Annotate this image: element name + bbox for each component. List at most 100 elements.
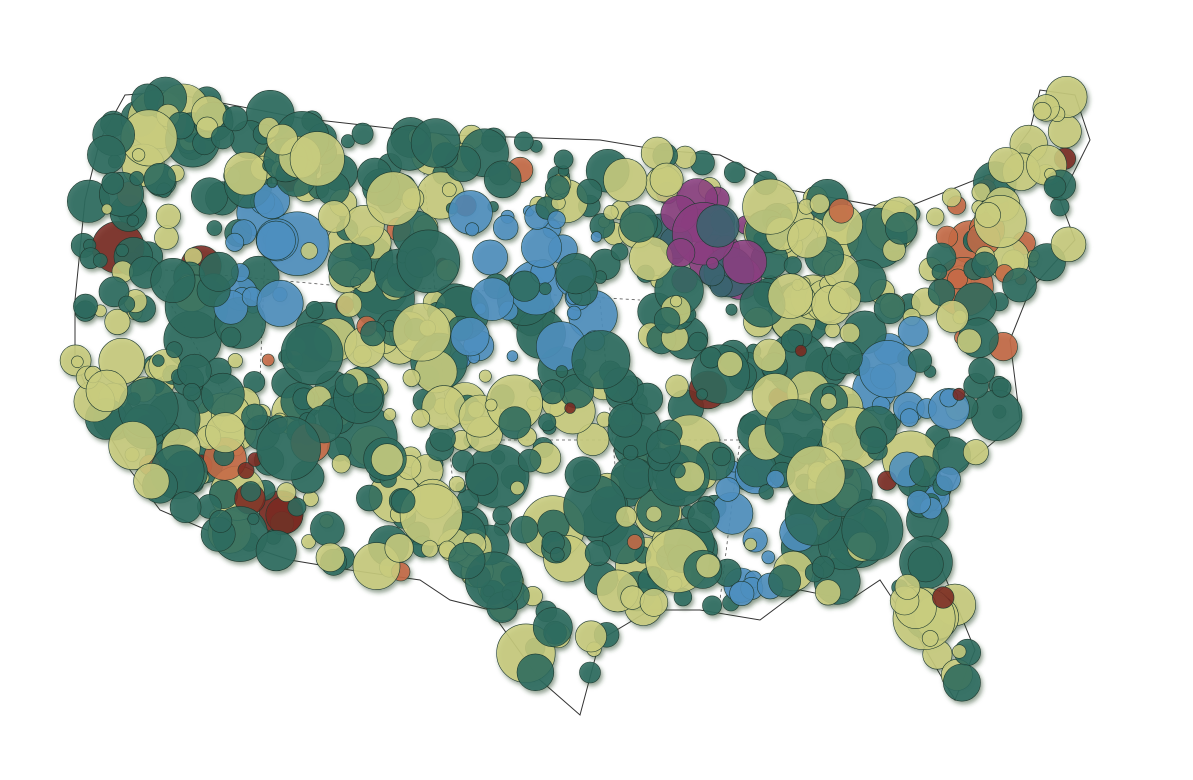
circle: [472, 239, 508, 276]
circle: [360, 320, 386, 347]
circle: [988, 147, 1025, 184]
circle: [936, 300, 969, 333]
circle: [742, 178, 799, 235]
circle: [334, 373, 359, 397]
circle: [402, 368, 421, 387]
circle: [590, 231, 603, 243]
circle: [383, 408, 397, 421]
circle: [441, 182, 457, 197]
circle: [241, 403, 268, 431]
circle: [608, 403, 643, 438]
circle: [991, 377, 1012, 398]
circle: [396, 229, 461, 293]
circle: [744, 537, 757, 551]
circle: [696, 388, 708, 401]
circle: [1033, 101, 1052, 121]
circle: [907, 546, 944, 583]
circle: [351, 122, 374, 145]
circle: [571, 330, 631, 390]
circle: [900, 408, 919, 428]
circle: [723, 161, 746, 184]
circle: [956, 328, 982, 354]
circle: [73, 293, 98, 319]
circle: [717, 351, 743, 377]
circle: [670, 462, 686, 479]
circle: [795, 344, 807, 357]
circle: [665, 374, 689, 398]
circle: [884, 212, 918, 245]
circle: [182, 383, 201, 402]
circle: [575, 620, 607, 653]
circle: [622, 445, 639, 461]
circle: [576, 423, 610, 456]
circle: [206, 220, 223, 236]
circle: [811, 555, 835, 579]
circle: [448, 475, 465, 492]
circle: [839, 322, 861, 344]
circle: [610, 243, 629, 261]
circle: [761, 550, 776, 565]
circle: [301, 534, 316, 549]
circle: [101, 172, 125, 195]
circle: [645, 505, 663, 523]
circle: [758, 484, 774, 500]
circle: [725, 303, 738, 316]
circle: [968, 357, 996, 385]
circle: [646, 429, 681, 465]
circle: [261, 353, 275, 367]
circle: [478, 369, 492, 383]
circle: [906, 490, 931, 515]
circle: [666, 238, 696, 268]
circle: [941, 187, 962, 208]
circle: [532, 607, 573, 648]
circle: [366, 171, 421, 226]
circle: [615, 506, 637, 528]
circle: [256, 279, 304, 327]
circle: [150, 257, 196, 303]
circle: [198, 251, 239, 292]
circle: [841, 498, 904, 561]
circle: [828, 198, 854, 224]
circle: [688, 331, 708, 352]
circle: [465, 222, 479, 237]
circle: [166, 341, 183, 359]
circle: [695, 553, 721, 579]
circle: [506, 350, 519, 362]
circle: [101, 203, 113, 215]
circle: [390, 488, 416, 514]
circle: [767, 273, 814, 319]
circle: [603, 205, 619, 221]
circle: [549, 547, 565, 562]
circle: [706, 257, 719, 270]
circle: [255, 530, 297, 572]
circle: [287, 497, 307, 517]
circle: [787, 218, 828, 259]
circle: [205, 412, 246, 453]
circle: [484, 398, 498, 412]
circle: [410, 118, 461, 168]
circle: [1002, 267, 1037, 303]
circle: [627, 534, 643, 550]
circle: [227, 353, 243, 369]
circle: [104, 308, 131, 335]
circle: [493, 214, 519, 241]
circle: [225, 232, 245, 252]
circle: [702, 595, 723, 616]
circle: [315, 542, 345, 573]
circle: [222, 105, 248, 132]
circle: [786, 445, 846, 505]
circle: [820, 392, 837, 410]
circle: [540, 379, 566, 405]
circle: [421, 540, 439, 558]
circle: [649, 162, 684, 197]
circle: [85, 369, 128, 413]
circle: [510, 515, 539, 544]
circle: [256, 220, 296, 261]
circle: [696, 204, 740, 248]
circle: [907, 348, 933, 373]
circle: [553, 149, 574, 170]
circle: [508, 270, 541, 302]
circle: [783, 256, 802, 275]
